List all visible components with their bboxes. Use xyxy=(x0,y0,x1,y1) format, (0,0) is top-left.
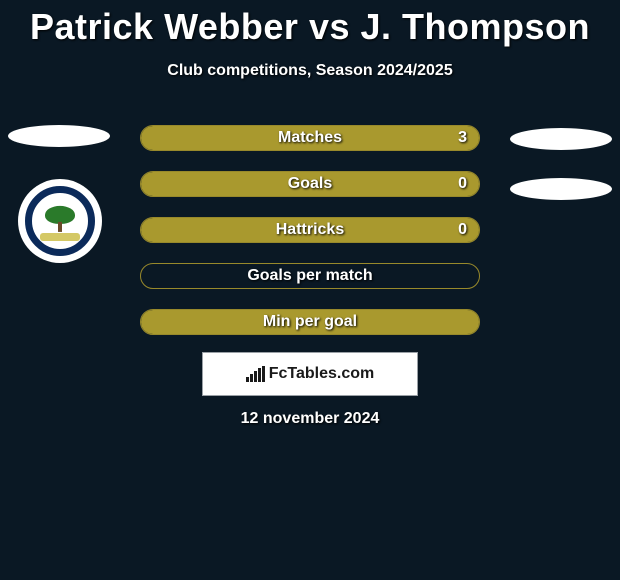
right-placeholder-ellipse-1 xyxy=(510,128,612,150)
bar-right-value: 0 xyxy=(458,221,467,239)
stat-bar-min-per-goal: Min per goal xyxy=(140,309,480,335)
stat-bar-goals-per-match: Goals per match xyxy=(140,263,480,289)
crest-inner xyxy=(25,186,95,256)
bar-label: Hattricks xyxy=(141,221,479,239)
subtitle: Club competitions, Season 2024/2025 xyxy=(0,62,620,80)
crest-tree-icon xyxy=(45,206,75,232)
bar-label: Min per goal xyxy=(141,313,479,331)
stat-bar-matches: Matches 3 xyxy=(140,125,480,151)
bar-right-value: 0 xyxy=(458,175,467,193)
bar-label: Goals per match xyxy=(141,267,479,285)
stat-bar-goals: Goals 0 xyxy=(140,171,480,197)
bar-right-value: 3 xyxy=(458,129,467,147)
bar-chart-icon xyxy=(246,366,265,382)
brand-text: FcTables.com xyxy=(269,365,375,383)
crest-base xyxy=(40,233,80,241)
left-placeholder-ellipse xyxy=(8,125,110,147)
right-placeholder-ellipse-2 xyxy=(510,178,612,200)
page-title: Patrick Webber vs J. Thompson xyxy=(0,0,620,48)
bar-label: Goals xyxy=(141,175,479,193)
stat-bars: Matches 3 Goals 0 Hattricks 0 Goals per … xyxy=(140,125,480,355)
stat-bar-hattricks: Hattricks 0 xyxy=(140,217,480,243)
bar-label: Matches xyxy=(141,129,479,147)
footer-brand-box: FcTables.com xyxy=(202,352,418,396)
club-crest xyxy=(18,179,102,263)
date-text: 12 november 2024 xyxy=(0,410,620,428)
